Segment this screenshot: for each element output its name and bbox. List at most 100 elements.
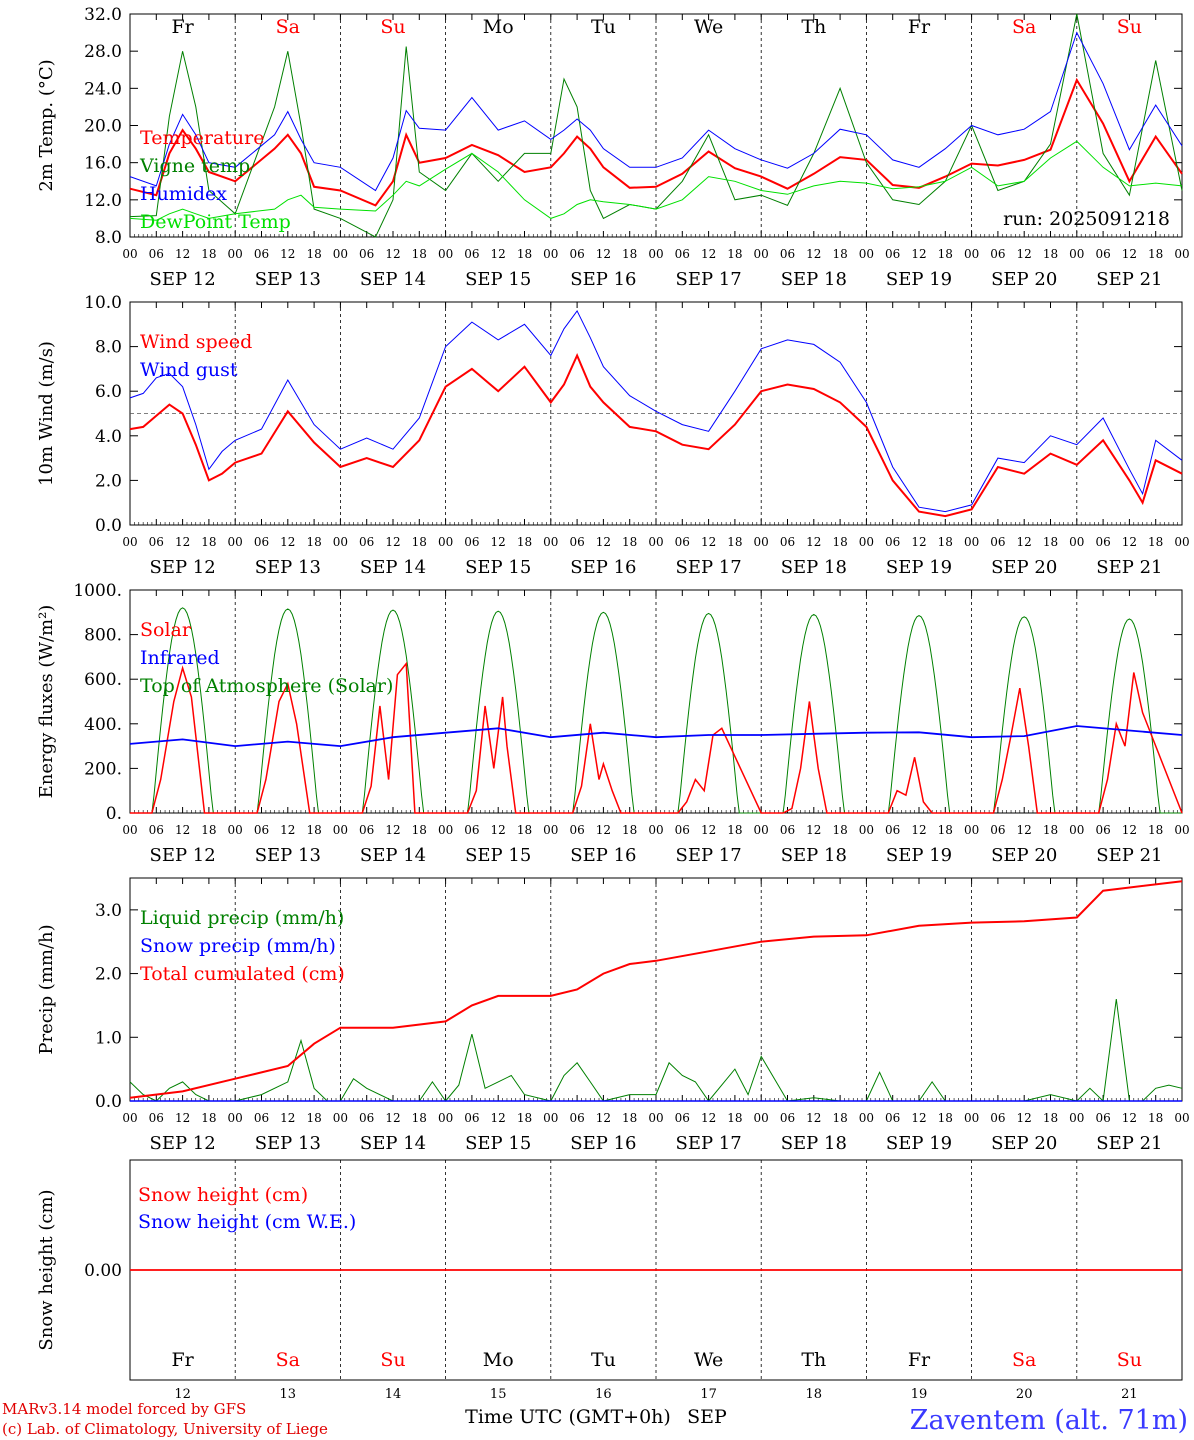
y-axis-label: Energy fluxes (W/m²): [36, 605, 57, 799]
legend-red: Solar: [140, 619, 192, 641]
legend-green: Liquid precip (mm/h): [140, 907, 344, 929]
hour-tick-label: 06: [359, 535, 374, 549]
hour-tick-label: 18: [622, 535, 637, 549]
hour-tick-label: 12: [806, 535, 821, 549]
credit-lab: (c) Lab. of Climatology, University of L…: [2, 1420, 328, 1438]
day-number: 15: [490, 1387, 507, 1402]
hour-tick-label: 12: [911, 1111, 926, 1125]
hour-tick-label: 18: [306, 247, 321, 261]
hour-tick-label: 06: [990, 247, 1005, 261]
day-number: 12: [174, 1387, 191, 1402]
date-label: SEP 15: [465, 557, 531, 578]
hour-tick-label: 12: [491, 535, 506, 549]
date-label: SEP 19: [886, 269, 952, 290]
hour-tick-label: 06: [254, 823, 269, 837]
date-label: SEP 13: [255, 269, 321, 290]
hour-tick-label: 06: [1095, 247, 1110, 261]
hour-tick-label: 06: [254, 535, 269, 549]
hour-tick-label: 06: [359, 247, 374, 261]
day-name: Sa: [276, 16, 300, 38]
hour-tick-label: 12: [806, 247, 821, 261]
day-name: Su: [380, 1349, 405, 1371]
y-tick-label: 0.0: [95, 1092, 122, 1112]
hour-tick-label: 00: [543, 247, 558, 261]
hour-tick-label: 18: [938, 1111, 953, 1125]
y-axis-label: 10m Wind (m/s): [36, 341, 57, 486]
hour-tick-label: 12: [385, 1111, 400, 1125]
date-label: SEP 21: [1096, 1133, 1162, 1154]
hour-tick-label: 06: [675, 1111, 690, 1125]
day-name: Fr: [171, 16, 194, 38]
legend-red: Wind speed: [140, 331, 252, 353]
legend-green: Vigne temp: [139, 155, 250, 177]
date-label: SEP 17: [675, 557, 741, 578]
hour-tick-label: 18: [412, 247, 427, 261]
hour-tick-label: 12: [175, 823, 190, 837]
day-name: Su: [380, 16, 405, 38]
hour-tick-label: 18: [727, 823, 742, 837]
hour-tick-label: 06: [569, 823, 584, 837]
date-label: SEP 12: [149, 557, 215, 578]
hour-tick-label: 18: [1043, 247, 1058, 261]
station-title: Zaventem (alt. 71m): [909, 1405, 1188, 1436]
y-tick-label: 8.0: [95, 228, 122, 248]
y-tick-label: 600.: [84, 670, 122, 690]
hour-tick-label: 00: [964, 535, 979, 549]
hour-tick-label: 12: [1122, 823, 1137, 837]
y-axis-label: 2m Temp. (°C): [36, 59, 57, 191]
hour-tick-label: 00: [543, 823, 558, 837]
hour-tick-label: 06: [464, 247, 479, 261]
day-name: Sa: [276, 1349, 300, 1371]
hour-tick-label: 06: [254, 1111, 269, 1125]
hour-tick-label: 00: [1174, 535, 1189, 549]
y-tick-label: 0.00: [84, 1261, 122, 1281]
date-label: SEP 21: [1096, 557, 1162, 578]
hour-tick-label: 12: [596, 1111, 611, 1125]
run-annotation: run: 2025091218: [1003, 208, 1170, 230]
day-name: Mo: [483, 1349, 514, 1371]
hour-tick-label: 18: [622, 247, 637, 261]
y-tick-label: 10.0: [84, 293, 122, 313]
hour-tick-label: 06: [149, 247, 164, 261]
series-line-lightgreen: [129, 140, 1183, 221]
y-tick-label: 800.: [84, 626, 122, 646]
date-label: SEP 13: [255, 1133, 321, 1154]
day-name: Sa: [1012, 1349, 1036, 1371]
date-label: SEP 14: [360, 1133, 426, 1154]
hour-tick-label: 12: [385, 535, 400, 549]
y-axis-label: Precip (mm/h): [36, 924, 57, 1054]
hour-tick-label: 18: [832, 535, 847, 549]
hour-tick-label: 06: [569, 1111, 584, 1125]
date-label: SEP 20: [991, 557, 1057, 578]
y-axis-label: Snow height (cm): [36, 1189, 57, 1350]
date-label: SEP 20: [991, 845, 1057, 866]
series-line-red: [129, 77, 1183, 207]
day-name: Th: [801, 16, 826, 38]
hour-tick-label: 00: [754, 247, 769, 261]
hour-tick-label: 00: [754, 535, 769, 549]
hour-tick-label: 18: [201, 1111, 216, 1125]
hour-tick-label: 12: [491, 1111, 506, 1125]
y-tick-label: 200.: [84, 759, 122, 779]
hour-tick-label: 06: [885, 535, 900, 549]
date-label: SEP 15: [465, 1133, 531, 1154]
legend-red: Temperature: [140, 127, 264, 149]
hour-tick-label: 18: [832, 823, 847, 837]
day-name: Tu: [591, 16, 616, 38]
y-tick-label: 28.0: [84, 42, 122, 62]
hour-tick-label: 18: [1148, 535, 1163, 549]
hour-tick-label: 12: [175, 1111, 190, 1125]
date-label: SEP 13: [255, 845, 321, 866]
hour-tick-label: 00: [754, 823, 769, 837]
hour-tick-label: 06: [990, 535, 1005, 549]
hour-tick-label: 18: [517, 823, 532, 837]
legend-red: Snow height (cm): [138, 1184, 308, 1206]
hour-tick-label: 00: [648, 1111, 663, 1125]
hour-tick-label: 00: [228, 823, 243, 837]
series-line-blue: [129, 725, 1183, 748]
hour-tick-label: 18: [1043, 823, 1058, 837]
hour-tick-label: 18: [517, 535, 532, 549]
hour-tick-label: 18: [201, 823, 216, 837]
date-label: SEP 16: [570, 269, 636, 290]
date-label: SEP 19: [886, 1133, 952, 1154]
